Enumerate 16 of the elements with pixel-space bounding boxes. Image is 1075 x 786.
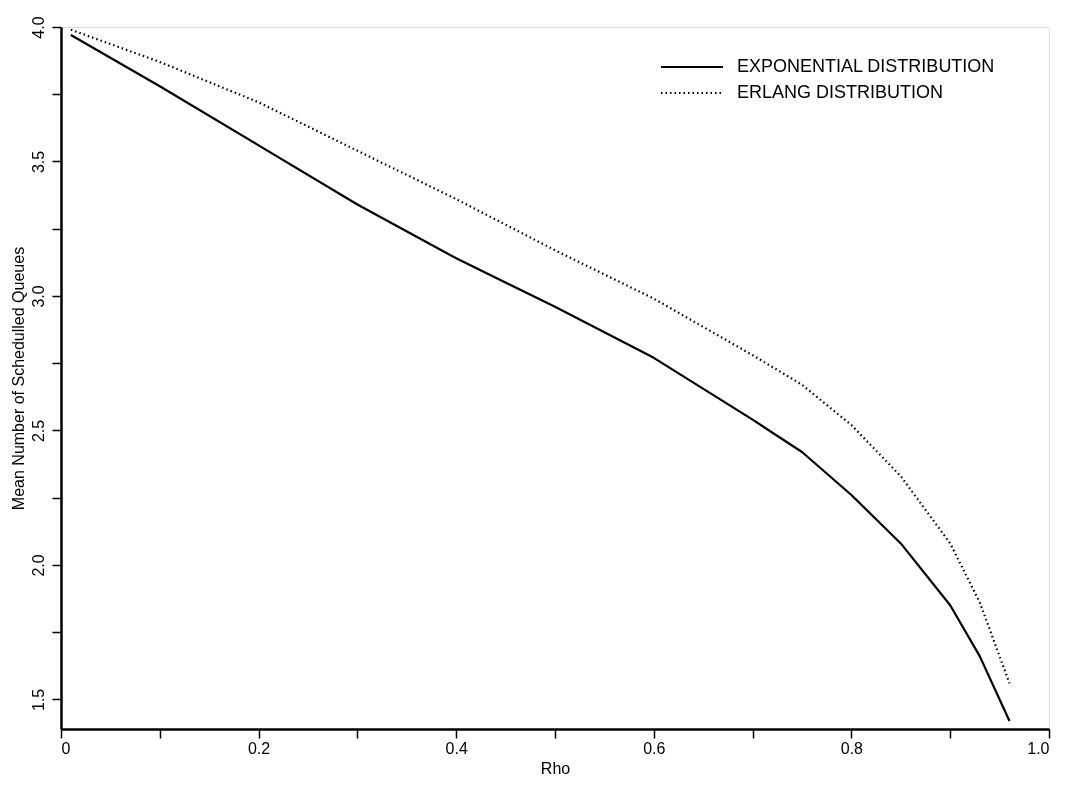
y-tick-label: 1.5 (29, 688, 47, 712)
x-tick-label: 0.2 (247, 739, 271, 757)
x-tick-label: 0.4 (445, 739, 468, 757)
legend-label: ERLANG DISTRIBUTION (737, 82, 944, 102)
x-tick-label: 0 (61, 739, 71, 757)
x-axis-title: Rho (540, 759, 571, 777)
legend-label: EXPONENTIAL DISTRIBUTION (737, 56, 995, 76)
x-tick-label: 1.0 (1027, 739, 1050, 757)
y-tick-label: 3.0 (29, 285, 47, 308)
y-tick-label: 4.0 (29, 16, 47, 39)
x-tick-label: 0.6 (643, 739, 666, 757)
y-axis-title: Mean Number of Schedulled Queues (9, 246, 27, 511)
y-tick-label: 2.5 (29, 419, 47, 443)
y-tick-label: 3.5 (29, 150, 47, 174)
x-tick-label: 0.8 (840, 739, 864, 757)
y-tick-label: 2.0 (29, 554, 47, 577)
